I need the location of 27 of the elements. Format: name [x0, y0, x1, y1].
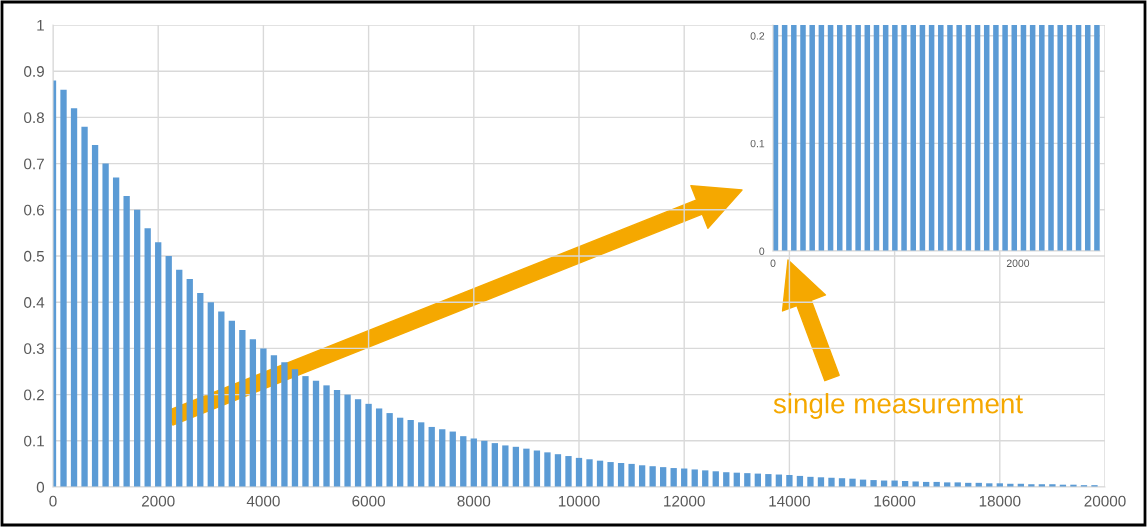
- x-tick-label: 8000: [457, 495, 491, 507]
- y-tick-label: 0.7: [24, 158, 44, 170]
- x-tick-label: 2000: [141, 495, 175, 507]
- x-tick-label: 0: [49, 495, 57, 507]
- x-tick-label: 10000: [558, 495, 600, 507]
- x-tick-label: 20000: [1084, 495, 1126, 507]
- y-tick-label: 0.4: [24, 297, 45, 308]
- y-tick-label: 0.6: [24, 204, 44, 216]
- annotation: single measurement: [773, 393, 1023, 419]
- x-tick-label: 14000: [769, 495, 811, 507]
- x-tick-label: 16000: [874, 495, 916, 507]
- x-tick-label: 4000: [246, 495, 280, 507]
- y-tick-label: 0.2: [750, 32, 765, 40]
- y-tick-label: 0.1: [24, 435, 44, 447]
- y-tick-label: 1: [37, 20, 44, 31]
- y-tick-label: 0: [36, 481, 45, 493]
- y-tick-label: 0.9: [24, 66, 44, 77]
- y-tick-label: 0.1: [750, 139, 765, 148]
- x-tick-label: 2000: [1006, 259, 1030, 267]
- x-tick-label: 6000: [352, 495, 385, 507]
- x-tick-label: 18000: [979, 495, 1021, 507]
- y-tick-label: 0: [759, 247, 765, 255]
- y-tick-label: 0.8: [24, 112, 44, 124]
- x-tick-label: 12000: [664, 495, 705, 507]
- y-tick-label: 0.5: [24, 250, 45, 262]
- y-tick-label: 0.2: [24, 389, 44, 401]
- y-tick-label: 0.3: [24, 343, 44, 355]
